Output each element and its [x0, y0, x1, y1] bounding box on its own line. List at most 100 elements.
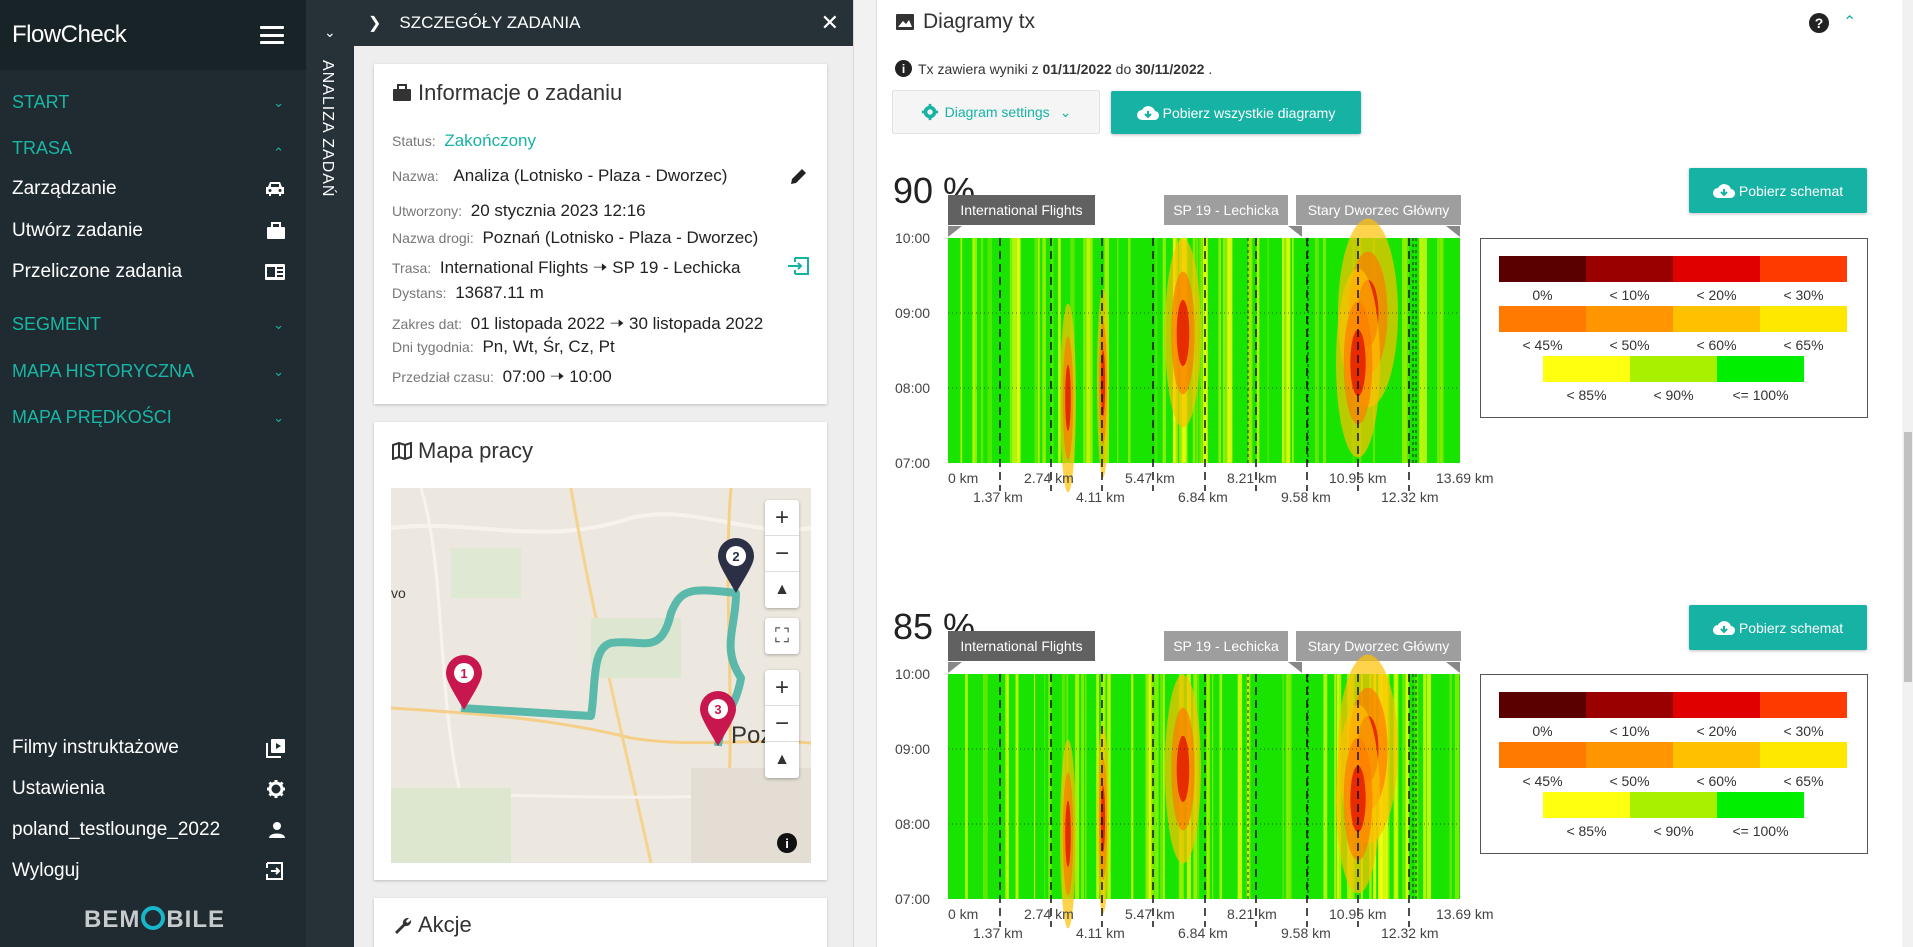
- map-marker-1[interactable]: 1: [446, 655, 482, 710]
- arrow-right-icon: 🠢: [609, 314, 625, 333]
- compass-icon[interactable]: ▲: [774, 751, 790, 768]
- y-tick-label: 10:00: [895, 230, 931, 246]
- briefcase-icon: [393, 84, 411, 101]
- chevron-down-icon: ⌄: [273, 409, 284, 425]
- status-row: Status: Zakończony: [392, 131, 536, 151]
- fullscreen-button[interactable]: ⛶: [765, 618, 799, 654]
- route-from: International Flights: [439, 258, 589, 277]
- main-scrollbar[interactable]: [1903, 0, 1913, 947]
- legend-label: < 20%: [1696, 723, 1737, 739]
- sidebar-item-user[interactable]: poland_testlounge_2022: [12, 819, 286, 841]
- y-tick-label: 10:00: [895, 666, 931, 682]
- map-marker-3[interactable]: 3: [700, 691, 736, 746]
- legend-label: < 65%: [1783, 337, 1824, 353]
- sidebar-item-wyloguj[interactable]: Wyloguj: [12, 860, 286, 882]
- card-title-text: Mapa pracy: [418, 438, 533, 463]
- dates-to: 30 listopada 2022: [629, 314, 764, 333]
- map-place-label: vo: [391, 585, 406, 601]
- close-icon[interactable]: ✕: [820, 10, 839, 35]
- app-title: FlowCheck: [12, 21, 127, 48]
- sidebar-item-label: Wyloguj: [12, 860, 80, 881]
- task-detail-panel: ❯ SZCZEGÓŁY ZADANIA ✕ Informacje o zadan…: [354, 0, 1206, 947]
- scrollbar-thumb[interactable]: [1904, 432, 1912, 682]
- nav-section-segment[interactable]: SEGMENT ⌄: [12, 314, 284, 335]
- legend-swatch: [1630, 792, 1717, 818]
- sidebar-item-filmy[interactable]: Filmy instruktażowe: [12, 737, 286, 759]
- map-marker-2[interactable]: 2: [718, 538, 754, 593]
- legend-swatch: [1673, 306, 1760, 332]
- sidebar-item-przeliczone-zadania[interactable]: Przeliczone zadania: [12, 261, 286, 283]
- sidebar-item-zarzadzanie[interactable]: Zarządzanie: [12, 178, 286, 200]
- menu-icon[interactable]: [260, 26, 284, 44]
- edit-pencil-icon[interactable]: [789, 166, 809, 186]
- y-tick-label: 09:00: [895, 741, 931, 757]
- sidebar-item-utworz-zadanie[interactable]: Utwórz zadanie: [12, 220, 286, 242]
- chevron-down-icon: ⌄: [273, 316, 284, 332]
- legend-swatch: [1717, 792, 1804, 818]
- legend-label: 0%: [1532, 287, 1553, 303]
- nav-section-mapa-historyczna[interactable]: MAPA HISTORYCZNA ⌄: [12, 361, 284, 382]
- map-canvas: vo Pozna 1 2 3: [391, 488, 811, 863]
- collapse-chevron-icon[interactable]: ⌃: [1843, 14, 1857, 31]
- news-icon: [265, 264, 285, 280]
- compass-icon[interactable]: ▲: [774, 581, 790, 598]
- download-diagram-button[interactable]: Pobierz schemat: [1689, 605, 1867, 650]
- analysis-strip[interactable]: ⌄ ANALIZA ZADAŃ: [306, 0, 354, 947]
- legend-swatch: [1499, 306, 1586, 332]
- status-value: Zakończony: [444, 131, 536, 150]
- x-tick-label: 12.32 km: [1381, 925, 1439, 941]
- diagram-settings-button[interactable]: Diagram settings ⌄: [892, 90, 1100, 134]
- note-to: 30/11/2022: [1135, 60, 1205, 77]
- card-title: Informacje o zadaniu: [392, 80, 622, 106]
- sidebar: FlowCheck START ⌄ TRASA ⌃ Zarządzanie Ut…: [0, 0, 306, 947]
- x-tick-label: 8.21 km: [1227, 470, 1277, 486]
- gear-icon: [267, 780, 285, 798]
- x-tick-label: 2.74 km: [1024, 906, 1074, 922]
- status-label: Status:: [392, 133, 436, 149]
- x-tick-label: 10.95 km: [1329, 470, 1387, 486]
- chevron-up-icon: ⌃: [273, 144, 284, 160]
- zoom-in-button[interactable]: +: [765, 670, 799, 706]
- chevron-right-icon[interactable]: ❯: [368, 15, 382, 32]
- legend-swatch: [1673, 692, 1760, 718]
- legend-label: < 60%: [1696, 337, 1737, 353]
- days-label: Dni tygodnia:: [392, 339, 474, 355]
- segment-label: SP 19 - Lechicka: [1164, 195, 1288, 225]
- sidebar-item-label: Ustawienia: [12, 778, 105, 799]
- sidebar-item-ustawienia[interactable]: Ustawienia: [12, 778, 286, 800]
- sidebar-item-label: Zarządzanie: [12, 178, 117, 199]
- x-tick-label: 5.47 km: [1125, 906, 1175, 922]
- x-tick-label: 9.58 km: [1281, 489, 1331, 505]
- nav-section-trasa[interactable]: TRASA ⌃: [12, 138, 284, 160]
- chevron-down-icon[interactable]: ⌄: [324, 24, 336, 40]
- segment-label: Stary Dworzec Główny: [1296, 631, 1461, 661]
- road-label: Nazwa drogi:: [392, 230, 474, 246]
- time-row: Przedział czasu: 07:00 🠢 10:00: [392, 364, 612, 393]
- zoom-out-button[interactable]: −: [765, 536, 799, 572]
- y-tick-label: 07:00: [895, 455, 931, 471]
- zoom-out-button[interactable]: −: [765, 706, 799, 742]
- cloud-download-icon: [1712, 183, 1735, 198]
- download-all-diagrams-button[interactable]: Pobierz wszystkie diagramy: [1111, 91, 1361, 134]
- distance-value: 13687.11 m: [455, 283, 544, 302]
- nav-section-label: MAPA PRĘDKOŚCI: [12, 407, 172, 427]
- sidebar-item-label: Filmy instruktażowe: [12, 737, 179, 758]
- arrow-right-icon: 🠢: [593, 258, 608, 277]
- x-tick-label: 0 km: [948, 470, 979, 486]
- legend-label: < 45%: [1522, 773, 1563, 789]
- nav-section-mapa-predkosci[interactable]: MAPA PRĘDKOŚCI ⌄: [12, 407, 284, 428]
- legend-label: < 10%: [1609, 723, 1650, 739]
- nav-section-start[interactable]: START ⌄: [12, 92, 284, 113]
- zoom-in-button[interactable]: +: [765, 500, 799, 536]
- help-icon[interactable]: ?: [1809, 13, 1829, 33]
- task-info-card: Informacje o zadaniu Status: Zakończony …: [374, 64, 827, 404]
- y-tick-label: 09:00: [895, 305, 931, 321]
- legend-swatch: [1717, 356, 1804, 382]
- wrench-icon: [395, 917, 412, 934]
- card-title-text: Akcje: [418, 912, 472, 937]
- open-route-icon[interactable]: [787, 257, 809, 275]
- info-icon[interactable]: i: [777, 833, 797, 853]
- route-map[interactable]: vo Pozna 1 2 3: [391, 488, 811, 863]
- legend-label: < 85%: [1566, 387, 1607, 403]
- download-diagram-button[interactable]: Pobierz schemat: [1689, 168, 1867, 213]
